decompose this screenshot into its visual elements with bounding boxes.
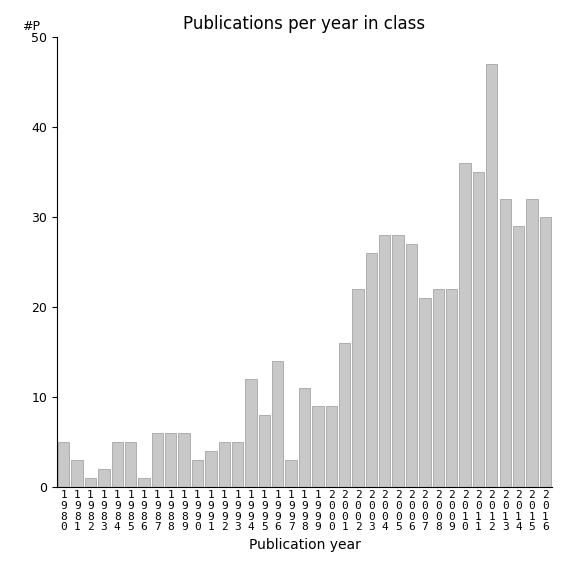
Bar bbox=[85, 479, 96, 487]
Bar bbox=[138, 479, 150, 487]
Bar bbox=[219, 442, 230, 487]
Bar bbox=[246, 379, 257, 487]
Bar bbox=[192, 460, 203, 487]
Title: Publications per year in class: Publications per year in class bbox=[184, 15, 426, 33]
Bar bbox=[446, 289, 458, 487]
Bar bbox=[366, 253, 377, 487]
X-axis label: Publication year: Publication year bbox=[248, 538, 361, 552]
Bar bbox=[352, 289, 364, 487]
Bar bbox=[325, 407, 337, 487]
Bar bbox=[526, 200, 538, 487]
Bar bbox=[513, 226, 524, 487]
Bar bbox=[392, 235, 404, 487]
Bar bbox=[286, 460, 297, 487]
Bar bbox=[205, 451, 217, 487]
Bar bbox=[98, 469, 109, 487]
Bar bbox=[58, 442, 70, 487]
Bar bbox=[232, 442, 243, 487]
Bar bbox=[312, 407, 324, 487]
Bar bbox=[71, 460, 83, 487]
Bar bbox=[419, 298, 430, 487]
Bar bbox=[179, 433, 190, 487]
Bar bbox=[125, 442, 136, 487]
Bar bbox=[540, 217, 551, 487]
Bar bbox=[433, 289, 444, 487]
Bar bbox=[152, 433, 163, 487]
Bar bbox=[299, 388, 310, 487]
Bar bbox=[459, 163, 471, 487]
Bar bbox=[112, 442, 123, 487]
Bar bbox=[272, 361, 284, 487]
Bar bbox=[473, 172, 484, 487]
Bar bbox=[486, 64, 497, 487]
Bar bbox=[406, 244, 417, 487]
Bar bbox=[500, 200, 511, 487]
Bar bbox=[165, 433, 176, 487]
Text: #P: #P bbox=[23, 20, 40, 33]
Bar bbox=[339, 343, 350, 487]
Bar bbox=[259, 415, 270, 487]
Bar bbox=[379, 235, 391, 487]
